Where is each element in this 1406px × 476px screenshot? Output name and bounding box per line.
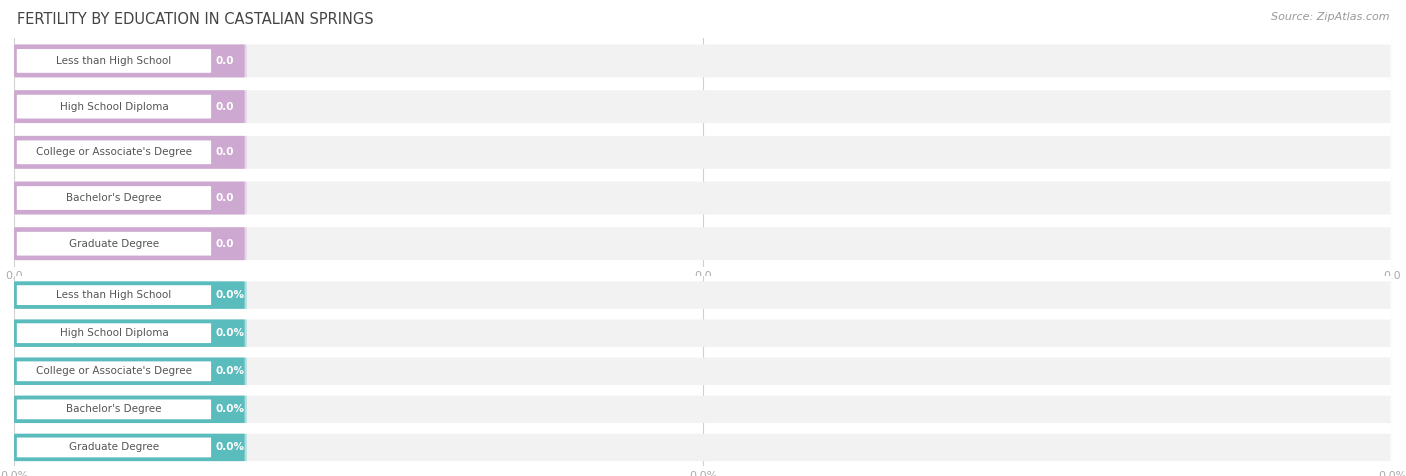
Text: Less than High School: Less than High School <box>56 56 172 66</box>
FancyBboxPatch shape <box>14 396 245 423</box>
Text: 0.0: 0.0 <box>215 101 233 112</box>
FancyBboxPatch shape <box>14 281 245 309</box>
Text: Bachelor's Degree: Bachelor's Degree <box>66 404 162 415</box>
FancyBboxPatch shape <box>14 319 247 347</box>
FancyBboxPatch shape <box>14 90 245 123</box>
Text: College or Associate's Degree: College or Associate's Degree <box>37 147 193 158</box>
Text: 0.0: 0.0 <box>215 147 233 158</box>
FancyBboxPatch shape <box>14 281 1391 309</box>
FancyBboxPatch shape <box>17 186 211 210</box>
FancyBboxPatch shape <box>14 228 1391 260</box>
FancyBboxPatch shape <box>17 285 211 305</box>
FancyBboxPatch shape <box>17 95 211 119</box>
FancyBboxPatch shape <box>14 182 245 214</box>
Text: High School Diploma: High School Diploma <box>59 101 169 112</box>
FancyBboxPatch shape <box>14 228 245 260</box>
Text: 0.0: 0.0 <box>215 193 233 203</box>
Text: 0.0: 0.0 <box>215 238 233 249</box>
FancyBboxPatch shape <box>14 357 245 385</box>
FancyBboxPatch shape <box>14 434 245 461</box>
Text: 0.0%: 0.0% <box>215 366 245 377</box>
FancyBboxPatch shape <box>14 45 245 77</box>
Text: Bachelor's Degree: Bachelor's Degree <box>66 193 162 203</box>
FancyBboxPatch shape <box>14 228 247 260</box>
FancyBboxPatch shape <box>17 232 211 256</box>
FancyBboxPatch shape <box>14 319 245 347</box>
FancyBboxPatch shape <box>14 90 247 123</box>
Text: High School Diploma: High School Diploma <box>59 328 169 338</box>
Text: Graduate Degree: Graduate Degree <box>69 442 159 453</box>
FancyBboxPatch shape <box>14 281 247 309</box>
Text: FERTILITY BY EDUCATION IN CASTALIAN SPRINGS: FERTILITY BY EDUCATION IN CASTALIAN SPRI… <box>17 12 374 27</box>
Text: 0.0%: 0.0% <box>215 328 245 338</box>
FancyBboxPatch shape <box>14 136 245 169</box>
FancyBboxPatch shape <box>17 140 211 164</box>
FancyBboxPatch shape <box>17 399 211 419</box>
FancyBboxPatch shape <box>14 396 1391 423</box>
Text: 0.0%: 0.0% <box>215 290 245 300</box>
FancyBboxPatch shape <box>14 136 1391 169</box>
FancyBboxPatch shape <box>17 323 211 343</box>
FancyBboxPatch shape <box>14 45 1391 77</box>
FancyBboxPatch shape <box>14 357 247 385</box>
Text: 0.0%: 0.0% <box>215 442 245 453</box>
FancyBboxPatch shape <box>14 136 247 169</box>
FancyBboxPatch shape <box>17 49 211 73</box>
Text: Graduate Degree: Graduate Degree <box>69 238 159 249</box>
Text: 0.0: 0.0 <box>215 56 233 66</box>
Text: College or Associate's Degree: College or Associate's Degree <box>37 366 193 377</box>
Text: 0.0%: 0.0% <box>215 404 245 415</box>
FancyBboxPatch shape <box>14 182 1391 214</box>
FancyBboxPatch shape <box>17 437 211 457</box>
FancyBboxPatch shape <box>14 182 247 214</box>
FancyBboxPatch shape <box>14 90 1391 123</box>
FancyBboxPatch shape <box>14 357 1391 385</box>
FancyBboxPatch shape <box>14 319 1391 347</box>
FancyBboxPatch shape <box>14 434 1391 461</box>
Text: Source: ZipAtlas.com: Source: ZipAtlas.com <box>1271 12 1389 22</box>
FancyBboxPatch shape <box>14 45 247 77</box>
FancyBboxPatch shape <box>17 361 211 381</box>
FancyBboxPatch shape <box>14 396 247 423</box>
Text: Less than High School: Less than High School <box>56 290 172 300</box>
FancyBboxPatch shape <box>14 434 247 461</box>
